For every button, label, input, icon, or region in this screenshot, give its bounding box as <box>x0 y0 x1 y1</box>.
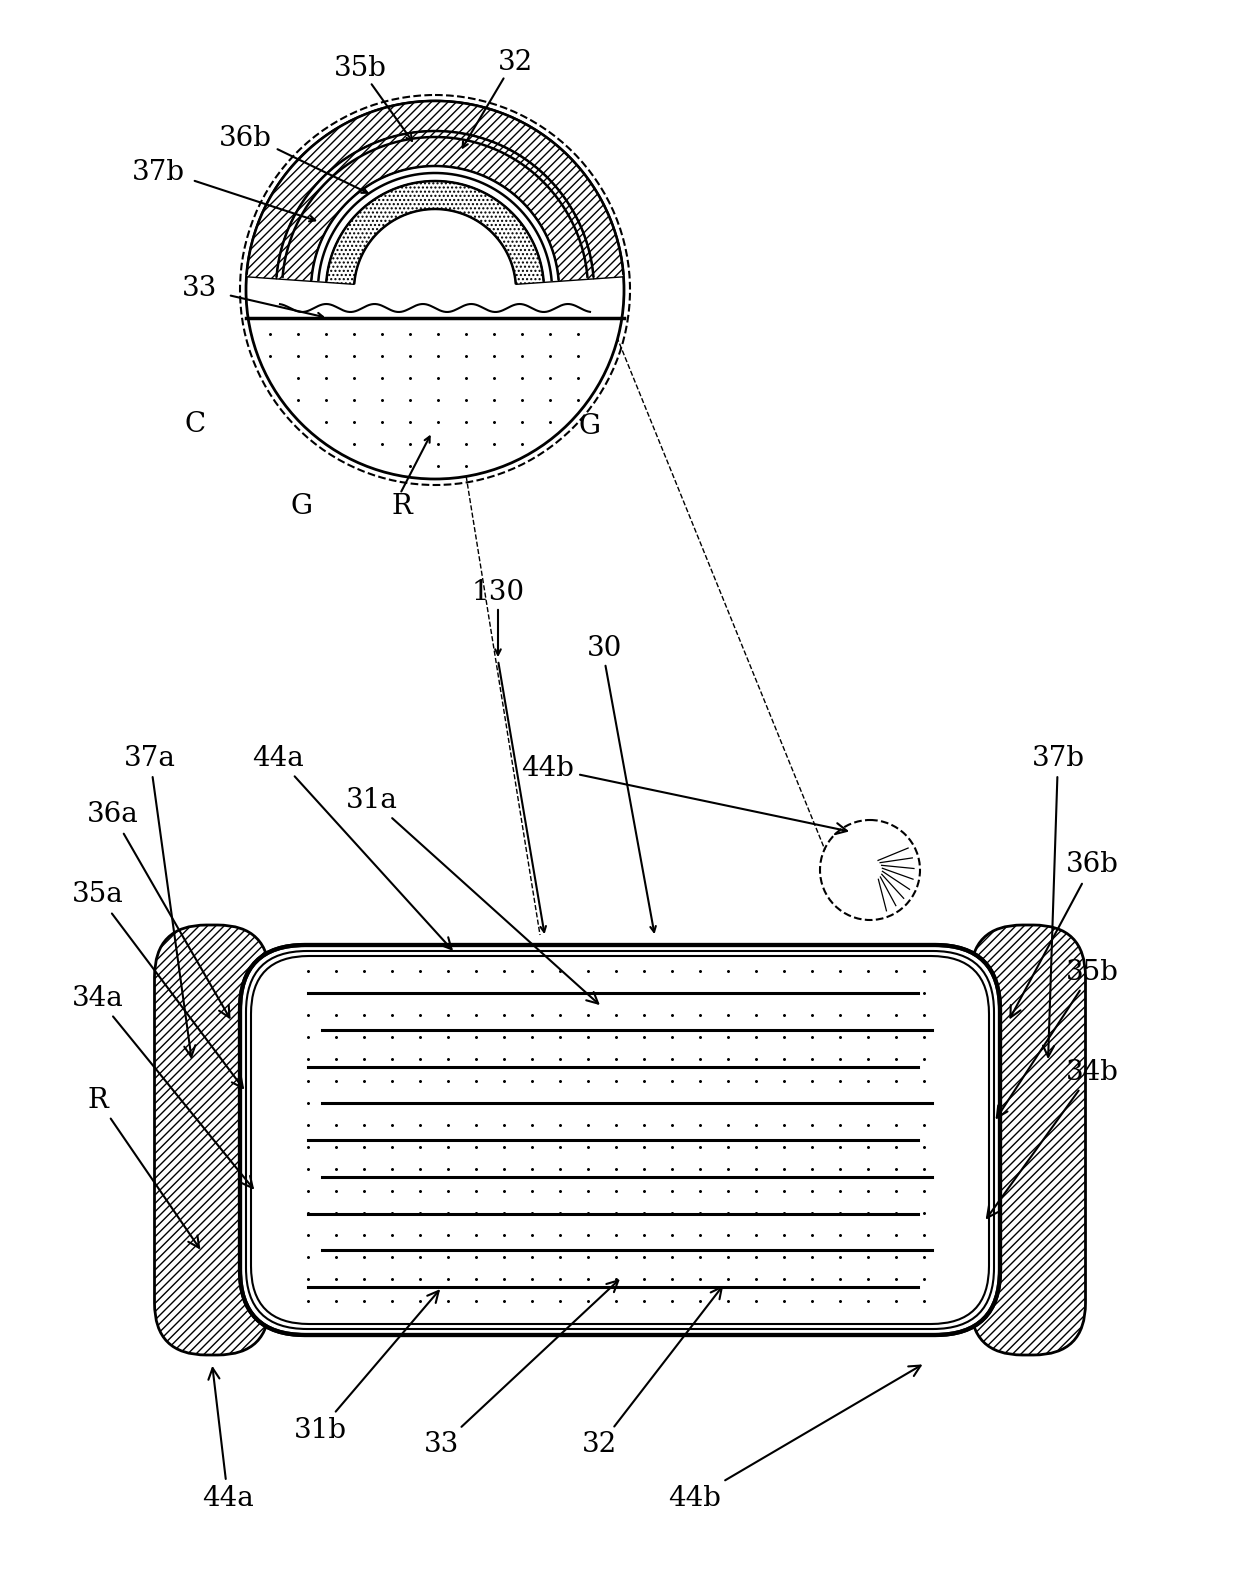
FancyBboxPatch shape <box>155 924 269 1355</box>
Text: 31b: 31b <box>294 1291 439 1443</box>
Text: 32: 32 <box>497 49 533 75</box>
Text: 36b: 36b <box>218 124 272 151</box>
Text: C: C <box>185 410 206 437</box>
Polygon shape <box>247 101 624 278</box>
Text: 35b: 35b <box>334 55 387 82</box>
Polygon shape <box>277 130 594 281</box>
Text: 35a: 35a <box>72 882 243 1088</box>
Text: 44b: 44b <box>522 755 847 835</box>
Text: 33: 33 <box>182 275 218 302</box>
Text: R: R <box>392 492 413 519</box>
Text: 34b: 34b <box>987 1058 1118 1218</box>
Text: 37b: 37b <box>1032 745 1085 1056</box>
Polygon shape <box>326 181 543 285</box>
Text: 36b: 36b <box>1011 852 1118 1017</box>
Text: 44a: 44a <box>202 1368 254 1512</box>
Text: 33: 33 <box>424 1281 619 1459</box>
Text: 44b: 44b <box>668 1366 920 1512</box>
Text: 34a: 34a <box>72 984 253 1188</box>
Text: 130: 130 <box>471 578 525 605</box>
Text: 36a: 36a <box>87 802 229 1017</box>
Text: G: G <box>291 492 312 519</box>
Text: G: G <box>579 412 601 440</box>
FancyBboxPatch shape <box>241 945 999 1335</box>
Text: R: R <box>88 1086 200 1248</box>
Text: 37b: 37b <box>131 159 185 185</box>
Text: 30: 30 <box>588 635 622 662</box>
FancyBboxPatch shape <box>971 924 1085 1355</box>
Text: 31a: 31a <box>346 786 598 1003</box>
Text: 44a: 44a <box>252 745 451 949</box>
Text: 35b: 35b <box>997 959 1118 1118</box>
Polygon shape <box>311 167 559 283</box>
Circle shape <box>246 101 624 479</box>
Text: 32: 32 <box>583 1287 722 1459</box>
Text: 37a: 37a <box>124 745 195 1056</box>
